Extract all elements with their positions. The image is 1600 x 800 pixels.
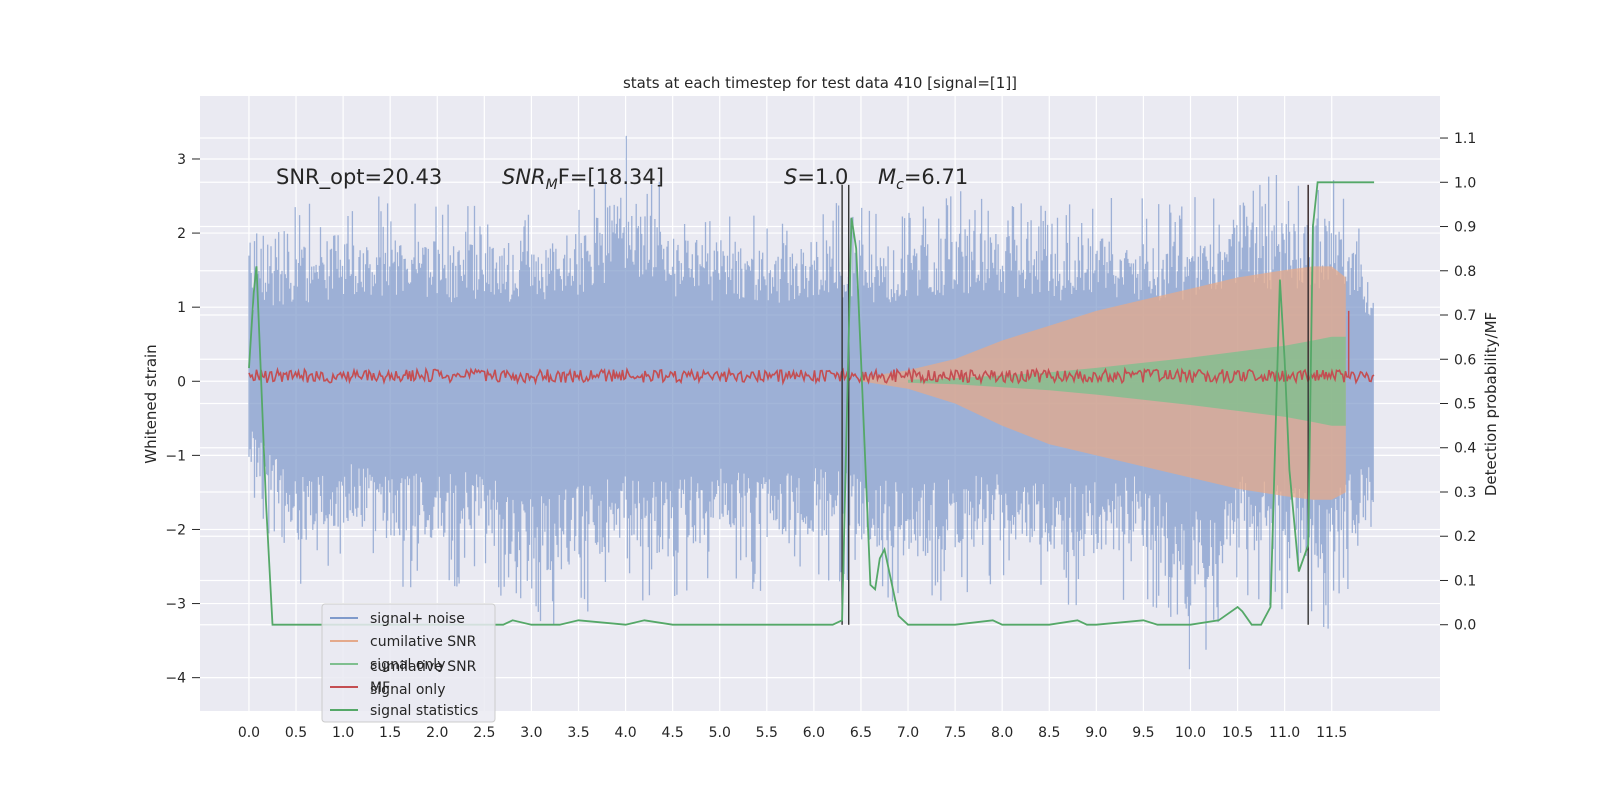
legend-label: signal only	[370, 657, 445, 673]
x-tick-label: 5.5	[756, 725, 778, 741]
x-tick-label: 2.0	[426, 725, 448, 741]
ticks: 0.0 0.5 1.0 1.5 2.0 2.5 3.0 3.5 4.0 4.5 5.0 5.5 6.0 6…	[165, 131, 1476, 741]
legend-label: cumilative SNR	[370, 634, 477, 650]
y-right-tick-label: 0.0	[1454, 618, 1476, 634]
x-tick-label: 5.0	[709, 725, 731, 741]
y-axis-right-label: Detection probability/MF	[1482, 312, 1500, 496]
y-right-tick-label: 0.1	[1454, 573, 1476, 589]
annotation-snr-opt: SNR_opt=20.43	[276, 165, 442, 190]
x-tick-label: 4.5	[662, 725, 684, 741]
y-tick-label: −1	[165, 448, 186, 464]
y-axis-label: Whitened strain	[142, 344, 160, 463]
x-tick-label: 0.5	[285, 725, 307, 741]
y-tick-label: 2	[177, 226, 186, 242]
x-tick-label: 9.5	[1132, 725, 1154, 741]
y-right-tick-label: 1.0	[1454, 175, 1476, 191]
chart-title: stats at each timestep for test data 410…	[623, 74, 1017, 92]
y-right-tick-label: 0.3	[1454, 485, 1476, 501]
x-tick-label: 4.0	[614, 725, 636, 741]
annotation-s-value: =1.0	[797, 165, 848, 189]
y-tick-label: 0	[177, 374, 186, 390]
annotation-snr-mf-symbol: SNR	[502, 165, 546, 189]
y-tick-label: −4	[165, 671, 186, 687]
legend-label: signal statistics	[370, 703, 478, 719]
legend-ghost-label: signal only	[370, 682, 445, 698]
annotation-snr-mf: SNRMF=[18.34]	[502, 165, 664, 193]
legend-label: signal+ noise	[370, 611, 465, 627]
x-tick-label: 0.0	[238, 725, 260, 741]
x-tick-label: 2.5	[473, 725, 495, 741]
annotation-mc: Mc=6.71	[878, 165, 968, 193]
y-right-tick-label: 1.1	[1454, 131, 1476, 147]
y-tick-label: −3	[165, 597, 186, 613]
annotation-mc-symbol: M	[878, 165, 896, 189]
annotation-s-symbol: S	[784, 165, 797, 189]
y-tick-label: −2	[165, 522, 186, 538]
x-tick-label: 10.0	[1175, 725, 1206, 741]
y-right-tick-label: 0.6	[1454, 352, 1476, 368]
annotations: SNR_opt=20.43 SNRMF=[18.34] S=1.0 Mc=6.7…	[276, 165, 968, 193]
x-tick-label: 10.5	[1222, 725, 1253, 741]
x-tick-label: 8.5	[1038, 725, 1060, 741]
annotation-mc-sub: c	[896, 177, 904, 193]
y-right-tick-label: 0.7	[1454, 308, 1476, 324]
y-tick-label: 1	[177, 300, 186, 316]
annotation-snr-mf-value: F=[18.34]	[558, 165, 664, 189]
legend-ghost-label: cumilative SNR	[370, 659, 477, 675]
x-tick-label: 3.5	[567, 725, 589, 741]
series-signal-only	[908, 336, 1346, 426]
y-right-tick-label: 0.2	[1454, 529, 1476, 545]
legend-box	[321, 603, 496, 723]
x-tick-label: 1.0	[332, 725, 354, 741]
annotation-snr-mf-sub: M	[546, 177, 558, 193]
y-right-tick-label: 0.4	[1454, 441, 1476, 457]
x-tick-label: 3.0	[520, 725, 542, 741]
y-right-tick-label: 0.9	[1454, 220, 1476, 236]
annotation-s: S=1.0	[784, 165, 848, 189]
y-tick-label: 3	[177, 152, 186, 168]
x-tick-label: 7.5	[944, 725, 966, 741]
legend-label: MF	[370, 680, 390, 696]
x-tick-label: 1.5	[379, 725, 401, 741]
x-tick-label: 8.0	[991, 725, 1013, 741]
x-tick-label: 6.0	[803, 725, 825, 741]
x-tick-label: 11.5	[1316, 725, 1347, 741]
x-tick-label: 7.0	[897, 725, 919, 741]
y-right-tick-label: 0.8	[1454, 264, 1476, 280]
y-right-tick-label: 0.5	[1454, 397, 1476, 413]
annotation-mc-value: =6.71	[904, 165, 968, 189]
x-tick-label: 6.5	[850, 725, 872, 741]
x-tick-label: 11.0	[1269, 725, 1300, 741]
mf-trace	[248, 366, 1375, 386]
x-tick-label: 9.0	[1085, 725, 1107, 741]
